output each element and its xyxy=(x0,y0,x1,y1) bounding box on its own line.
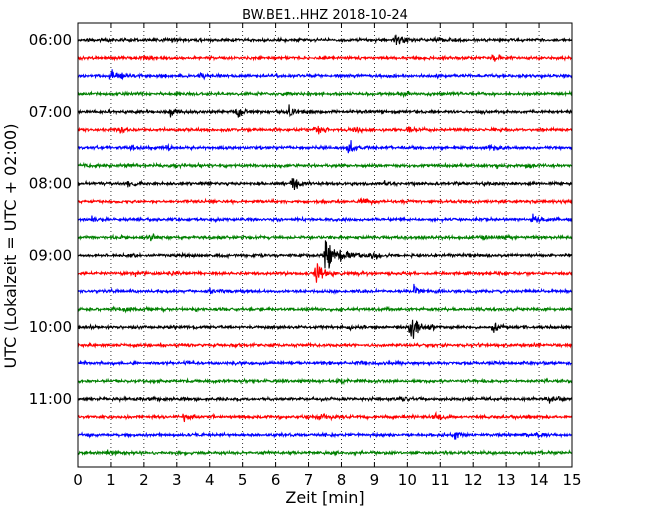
trace-0645 xyxy=(77,90,573,99)
trace-1130 xyxy=(77,431,573,440)
trace-0915 xyxy=(77,263,573,283)
chart-title: BW.BE1..HHZ 2018-10-24 xyxy=(242,8,408,23)
x-tick-label: 12 xyxy=(464,471,483,489)
trace-0815 xyxy=(77,197,573,206)
y-tick-label: 07:00 xyxy=(29,103,72,121)
trace-1145 xyxy=(77,448,573,457)
trace-0930 xyxy=(77,283,573,296)
trace-0945 xyxy=(77,305,573,314)
x-tick-label: 13 xyxy=(497,471,516,489)
trace-1000 xyxy=(77,319,573,339)
plot-frame xyxy=(77,22,573,468)
x-tick-label: 9 xyxy=(370,471,380,489)
x-tick-label: 3 xyxy=(172,471,182,489)
x-tick-label: 15 xyxy=(562,471,581,489)
trace-0630 xyxy=(77,69,573,81)
trace-1045 xyxy=(77,377,573,386)
y-tick-label: 06:00 xyxy=(29,31,72,49)
x-tick-label: 10 xyxy=(398,471,417,489)
trace-1100 xyxy=(77,395,573,404)
x-tick-label: 2 xyxy=(139,471,149,489)
trace-0600 xyxy=(77,34,573,46)
trace-0700 xyxy=(77,104,573,118)
x-tick-label: 6 xyxy=(271,471,281,489)
x-axis-label: Zeit [min] xyxy=(285,488,364,507)
x-tick-label: 0 xyxy=(73,471,83,489)
x-tick-label: 4 xyxy=(205,471,215,489)
y-tick-label: 08:00 xyxy=(29,175,72,193)
x-axis-ticks: 0 1 2 3 4 5 6 7 8 9 10 11 12 13 14 15 xyxy=(73,23,582,489)
x-tick-label: 11 xyxy=(431,471,450,489)
trace-0830 xyxy=(77,213,573,224)
trace-1015 xyxy=(77,341,573,349)
x-tick-label: 5 xyxy=(238,471,248,489)
trace-0845 xyxy=(77,233,573,242)
y-tick-label: 10:00 xyxy=(29,318,72,336)
x-tick-label: 14 xyxy=(530,471,549,489)
trace-1115 xyxy=(77,410,573,423)
trace-1030 xyxy=(77,359,573,367)
trace-0900 xyxy=(77,240,573,269)
trace-0615 xyxy=(77,53,573,62)
trace-0730 xyxy=(77,140,573,154)
y-axis-label: UTC (Lokalzeit = UTC + 02:00) xyxy=(1,124,20,369)
trace-0800 xyxy=(77,178,573,190)
y-axis-ticks: 06:00 07:00 08:00 09:00 10:00 11:00 xyxy=(29,31,572,408)
trace-0745 xyxy=(77,161,573,170)
y-tick-label: 11:00 xyxy=(29,390,72,408)
x-tick-label: 8 xyxy=(337,471,347,489)
trace-0715 xyxy=(77,125,573,135)
x-tick-label: 1 xyxy=(106,471,116,489)
seismogram-traces xyxy=(77,34,573,457)
y-tick-label: 09:00 xyxy=(29,246,72,264)
x-tick-label: 7 xyxy=(304,471,314,489)
